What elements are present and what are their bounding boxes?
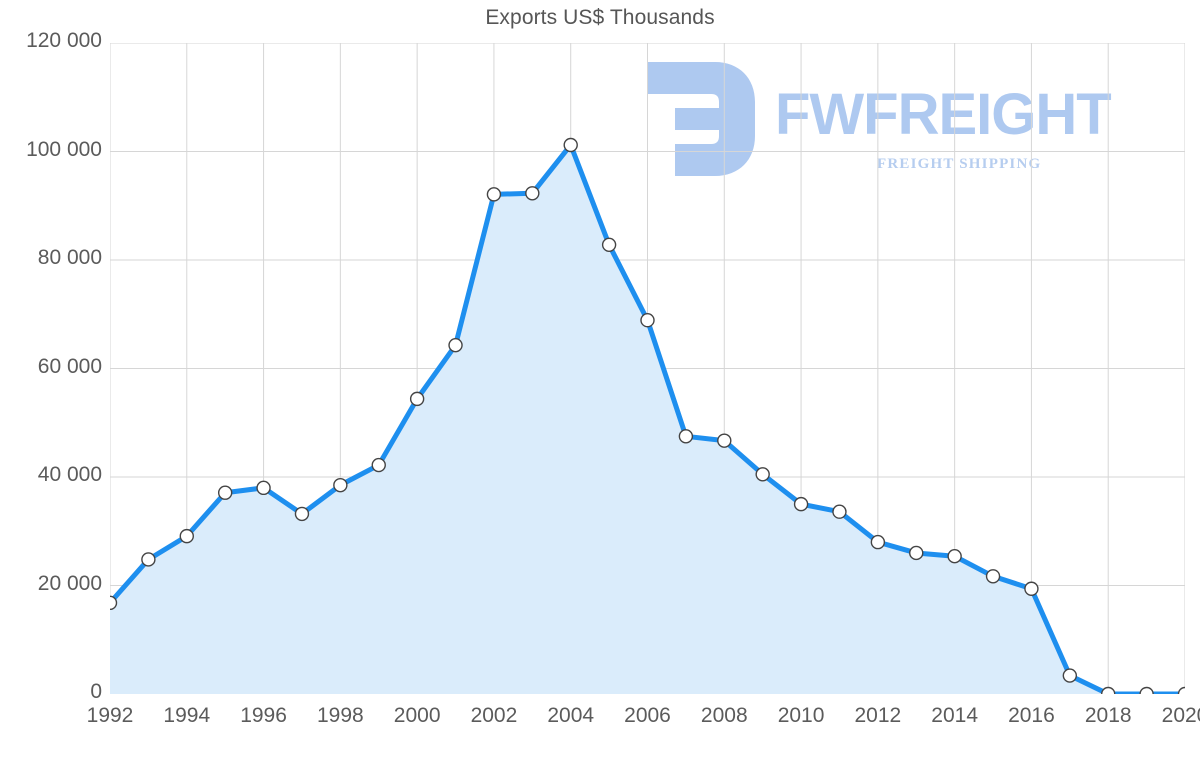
data-point-marker[interactable] xyxy=(371,457,386,473)
x-axis-tick-label: 2018 xyxy=(1084,704,1132,727)
data-point-marker[interactable] xyxy=(110,595,118,611)
y-axis-tick-label: 80 000 xyxy=(37,246,102,269)
y-axis-tick-label: 0 xyxy=(90,680,102,703)
data-point-marker[interactable] xyxy=(1139,686,1154,695)
data-point-marker[interactable] xyxy=(678,429,694,444)
data-point-marker[interactable] xyxy=(448,337,463,353)
data-point-marker[interactable] xyxy=(217,485,233,500)
chart-title: Exports US$ Thousands xyxy=(485,6,715,29)
x-axis-tick-label: 2006 xyxy=(624,704,671,727)
y-axis-tick-label: 100 000 xyxy=(26,137,102,161)
data-point-marker[interactable] xyxy=(985,569,1001,584)
y-axis-tick-label: 20 000 xyxy=(37,571,102,595)
y-axis-tick-label: 60 000 xyxy=(37,354,102,378)
x-axis-tick-label: 2008 xyxy=(700,704,748,727)
data-point-marker[interactable] xyxy=(793,496,809,512)
y-axis-tick-label: 120 000 xyxy=(26,29,102,52)
x-axis-tick-label: 1992 xyxy=(86,704,134,727)
x-axis-tick-label: 1998 xyxy=(316,704,364,727)
data-point-marker[interactable] xyxy=(333,477,348,493)
x-axis-tick-label: 2004 xyxy=(547,704,595,727)
data-point-marker[interactable] xyxy=(640,313,655,328)
data-point-marker[interactable] xyxy=(409,391,425,407)
data-point-marker[interactable] xyxy=(486,187,502,202)
data-point-marker[interactable] xyxy=(947,549,962,564)
data-point-marker[interactable] xyxy=(256,480,271,496)
x-axis-tick-label: 2010 xyxy=(777,704,825,727)
chart-plot-svg xyxy=(110,43,1185,694)
data-point-marker[interactable] xyxy=(1101,686,1116,695)
data-point-marker[interactable] xyxy=(1177,686,1186,695)
data-point-marker[interactable] xyxy=(755,467,770,482)
data-point-marker[interactable] xyxy=(179,528,194,544)
data-markers xyxy=(110,137,1186,695)
data-point-marker[interactable] xyxy=(141,552,156,567)
data-point-marker[interactable] xyxy=(525,186,540,201)
x-axis-tick-label: 2012 xyxy=(854,704,902,727)
data-point-marker[interactable] xyxy=(909,545,924,561)
x-axis-tick-label: 2020 xyxy=(1161,704,1200,727)
x-axis-tick-label: 1994 xyxy=(163,704,211,727)
data-point-marker[interactable] xyxy=(832,504,847,519)
x-axis-tick-label: 2016 xyxy=(1008,704,1055,727)
x-axis-tick-label: 1996 xyxy=(240,704,287,727)
plot-area xyxy=(110,43,1185,694)
data-point-marker[interactable] xyxy=(563,137,578,153)
data-point-marker[interactable] xyxy=(1062,668,1078,683)
x-axis-tick-label: 2014 xyxy=(931,704,978,727)
data-point-marker[interactable] xyxy=(870,534,886,550)
x-axis-tick-label: 2000 xyxy=(393,704,441,727)
x-axis-tick-label: 2002 xyxy=(470,704,518,727)
data-point-marker[interactable] xyxy=(717,433,732,448)
data-point-marker[interactable] xyxy=(294,506,310,522)
y-axis-tick-label: 40 000 xyxy=(37,463,102,486)
data-point-marker[interactable] xyxy=(1024,581,1039,596)
data-point-marker[interactable] xyxy=(601,237,617,253)
